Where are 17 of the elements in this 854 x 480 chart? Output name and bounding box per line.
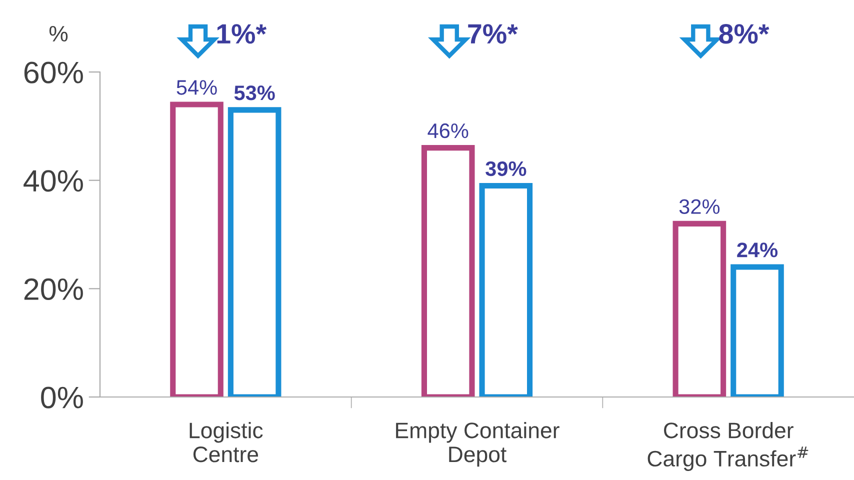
data-label: 24%	[737, 242, 778, 258]
y-axis-title: %	[49, 26, 68, 42]
x-tick-label: Empty Container Depot	[396, 422, 560, 467]
text: 1%*	[217, 24, 267, 44]
y-tick-label: 40%	[24, 170, 83, 192]
data-label: 53%	[234, 85, 275, 100]
text: 8%*	[719, 24, 770, 44]
data-label: 32%	[679, 199, 720, 214]
text: 7%*	[468, 24, 518, 44]
y-tick-label: 20%	[24, 278, 83, 300]
x-tick-label: Logistic Centre	[190, 422, 263, 462]
data-label: 54%	[176, 80, 217, 95]
data-label: 46%	[428, 123, 468, 138]
y-tick-label: 0%	[41, 386, 83, 408]
data-label: 39%	[486, 161, 526, 176]
y-tick-label: 60%	[24, 62, 83, 84]
x-tick-label: Cross Border Cargo Transfer$^{#}$	[648, 422, 808, 471]
